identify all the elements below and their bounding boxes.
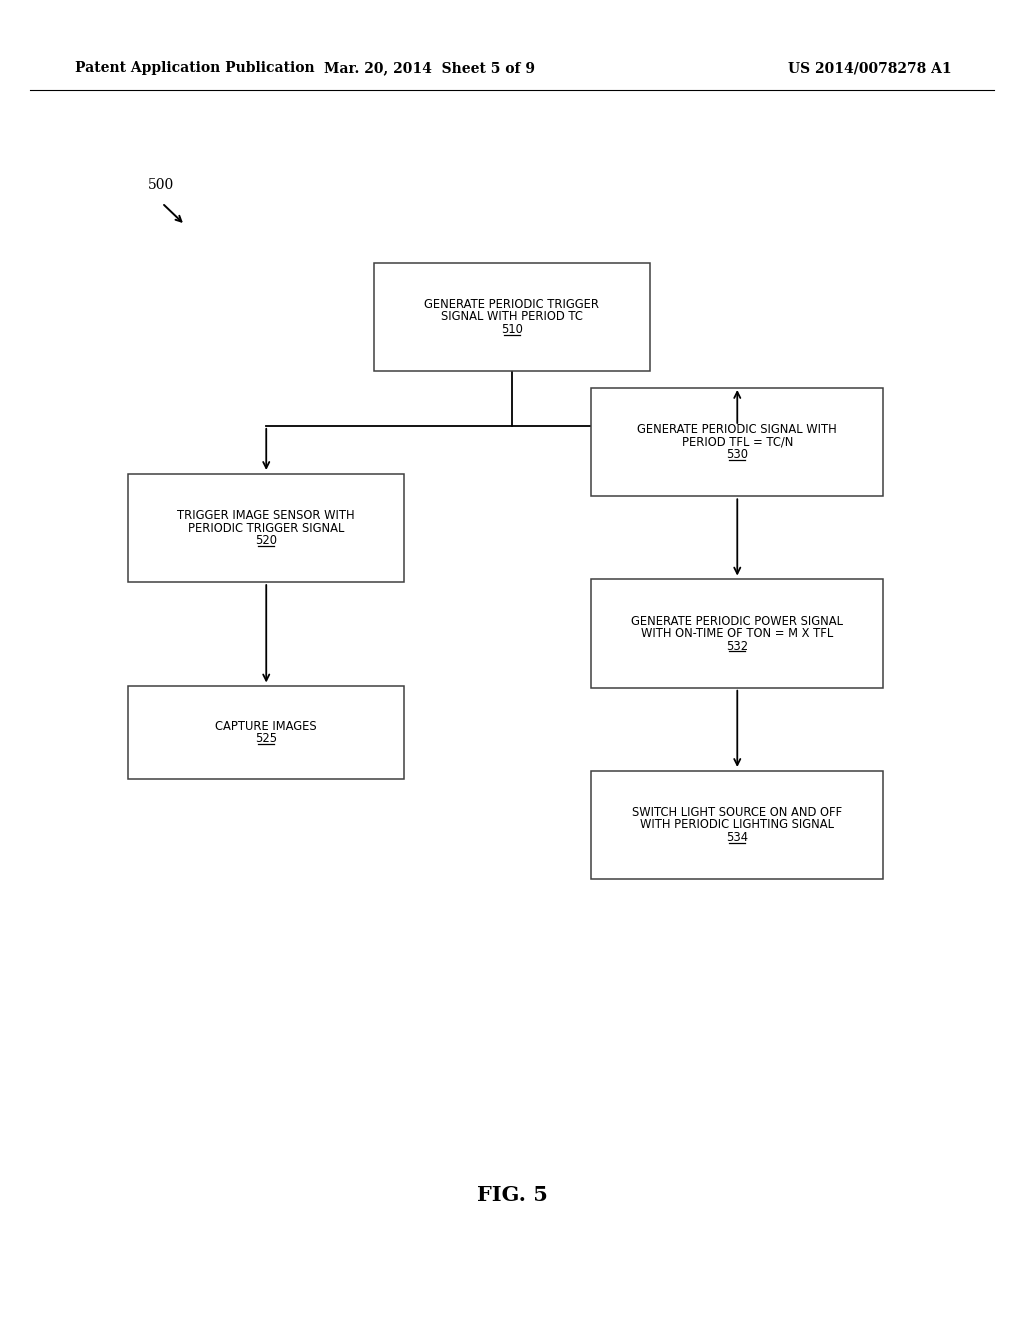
Bar (592, 771, 883, 879)
Text: Mar. 20, 2014  Sheet 5 of 9: Mar. 20, 2014 Sheet 5 of 9 (325, 61, 536, 75)
Text: 530: 530 (726, 449, 749, 461)
Text: WITH PERIODIC LIGHTING SIGNAL: WITH PERIODIC LIGHTING SIGNAL (640, 818, 835, 832)
Text: US 2014/0078278 A1: US 2014/0078278 A1 (788, 61, 952, 75)
Bar (592, 388, 883, 496)
Text: 520: 520 (255, 535, 278, 546)
Text: PERIOD TFL = TC/N: PERIOD TFL = TC/N (682, 436, 793, 449)
Text: PERIODIC TRIGGER SIGNAL: PERIODIC TRIGGER SIGNAL (188, 521, 344, 535)
Text: CAPTURE IMAGES: CAPTURE IMAGES (215, 719, 317, 733)
Text: SWITCH LIGHT SOURCE ON AND OFF: SWITCH LIGHT SOURCE ON AND OFF (632, 807, 843, 818)
Text: 532: 532 (726, 640, 749, 652)
Text: SIGNAL WITH PERIOD TC: SIGNAL WITH PERIOD TC (441, 310, 583, 323)
Text: 510: 510 (501, 323, 523, 335)
Text: FIG. 5: FIG. 5 (476, 1185, 548, 1205)
Text: GENERATE PERIODIC POWER SIGNAL: GENERATE PERIODIC POWER SIGNAL (631, 615, 844, 627)
Text: GENERATE PERIODIC TRIGGER: GENERATE PERIODIC TRIGGER (425, 298, 599, 310)
Text: 500: 500 (148, 178, 174, 191)
Text: WITH ON-TIME OF TON = M X TFL: WITH ON-TIME OF TON = M X TFL (641, 627, 834, 640)
Text: 534: 534 (726, 832, 749, 843)
Text: 525: 525 (255, 733, 278, 746)
Text: GENERATE PERIODIC SIGNAL WITH: GENERATE PERIODIC SIGNAL WITH (637, 424, 838, 436)
Bar (128, 686, 404, 779)
Text: TRIGGER IMAGE SENSOR WITH: TRIGGER IMAGE SENSOR WITH (177, 510, 355, 521)
Bar (374, 263, 650, 371)
Text: Patent Application Publication: Patent Application Publication (75, 61, 314, 75)
Bar (128, 474, 404, 582)
Bar (592, 579, 883, 688)
